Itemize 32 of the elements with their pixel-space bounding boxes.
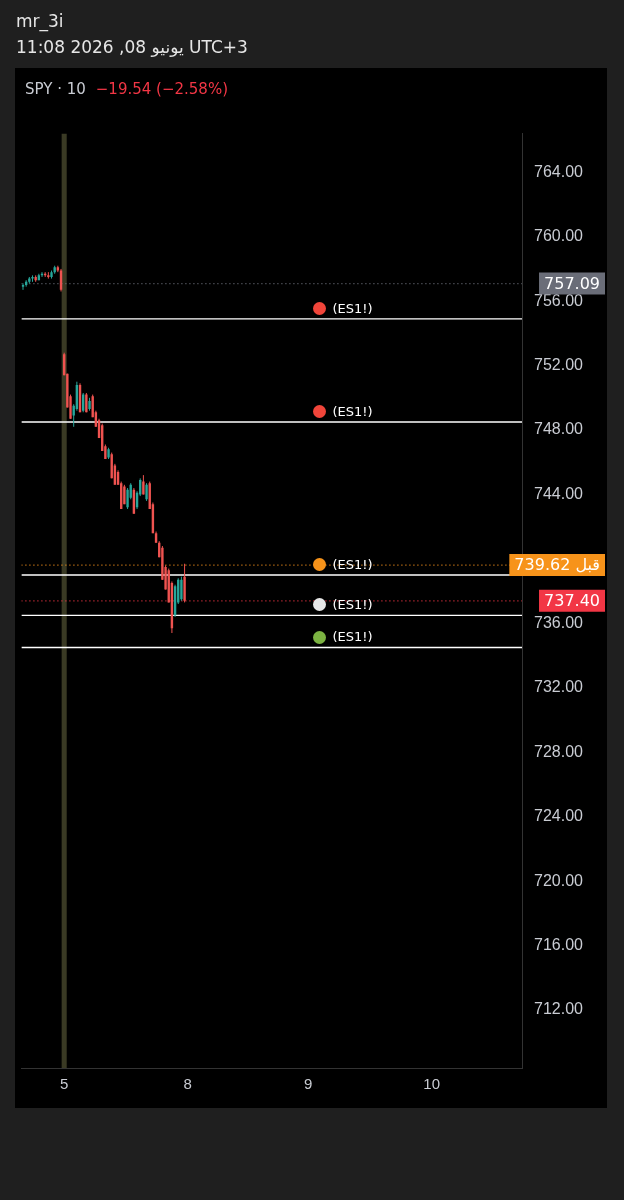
ref-line-label: (ES1!): [332, 629, 373, 645]
ref-line-label: (ES1!): [332, 300, 373, 316]
ref-line-label: (ES1!): [332, 556, 373, 572]
y-tick-label: 732.00: [534, 678, 584, 696]
y-tick-label: 760.00: [534, 227, 584, 245]
y-tick-label: 720.00: [534, 871, 584, 889]
x-tick-label: 10: [423, 1075, 441, 1093]
y-tick-label: 728.00: [534, 742, 584, 760]
y-tick-label: 764.00: [534, 162, 584, 180]
y-tick-label: 716.00: [534, 935, 584, 953]
chart-title: SPY · 10: [25, 80, 86, 98]
y-tick-label: 712.00: [534, 1000, 584, 1018]
chart-subtitle: −19.54 (−2.58%): [95, 80, 228, 98]
ref-line-label: 757.09: [544, 273, 600, 293]
ref-line-label: (ES1!): [332, 597, 373, 613]
ref-line-label: (ES1!): [332, 403, 373, 419]
y-tick-label: 724.00: [534, 807, 584, 825]
x-tick-label: 5: [60, 1075, 69, 1093]
text: mr_3i: [16, 10, 65, 34]
candlestick: [180, 576, 183, 602]
x-tick-label: 9: [303, 1075, 313, 1093]
y-tick-label: 736.00: [534, 613, 584, 631]
y-tick-label: 748.00: [534, 420, 584, 438]
candlestick: [126, 487, 129, 510]
candlestick: [21, 282, 25, 291]
ref-line-label: قبل 739.62: [514, 555, 601, 575]
y-tick-label: 752.00: [534, 356, 584, 373]
y-tick-label: 744.00: [534, 484, 584, 502]
ref-line-label: 737.40: [544, 590, 600, 610]
y-tick-label: 756.00: [534, 291, 584, 309]
x-tick-label: 8: [183, 1075, 192, 1093]
text: 11:08 2026 ,08 يونيو UTC+3: [16, 36, 248, 59]
